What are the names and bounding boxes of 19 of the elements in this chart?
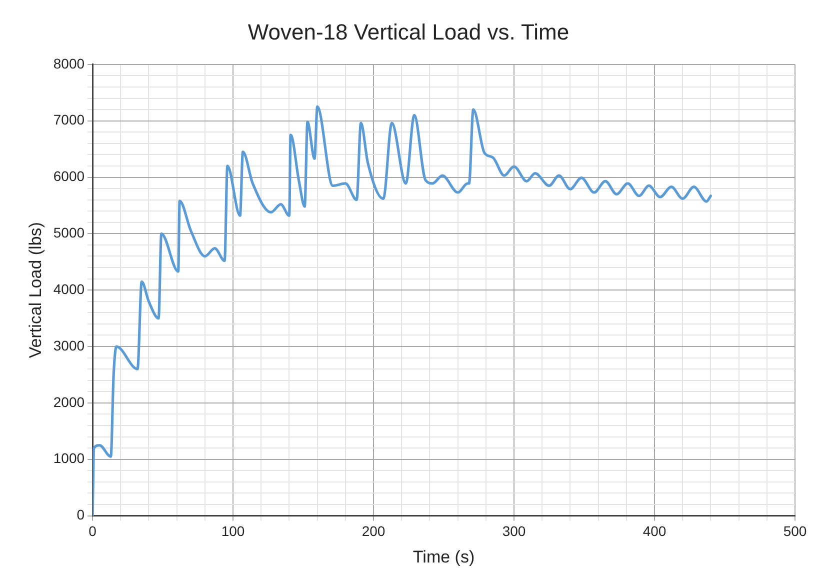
x-tick-label: 400 (642, 523, 666, 540)
y-tick-label: 8000 (53, 55, 85, 72)
y-tick-label: 5000 (53, 224, 85, 241)
y-tick-label: 4000 (53, 280, 85, 297)
x-tick-label: 100 (221, 523, 245, 540)
y-tick-label: 6000 (53, 168, 85, 184)
x-tick-label: 300 (502, 523, 526, 540)
y-tick-label: 2000 (53, 394, 85, 410)
y-tick-label: 1000 (53, 450, 85, 466)
y-tick-label: 7000 (53, 112, 85, 128)
y-axis-title: Vertical Load (lbs) (26, 222, 45, 358)
y-tick-label: 0 (76, 506, 85, 523)
line-series (92, 105, 712, 516)
x-tick-label: 500 (783, 523, 807, 540)
x-tick-label: 0 (88, 523, 97, 540)
chart-title: Woven-18 Vertical Load vs. Time (248, 19, 570, 44)
x-axis-title: Time (s) (412, 547, 475, 566)
y-tick-label: 3000 (53, 337, 85, 354)
x-tick-label: 200 (362, 523, 386, 540)
